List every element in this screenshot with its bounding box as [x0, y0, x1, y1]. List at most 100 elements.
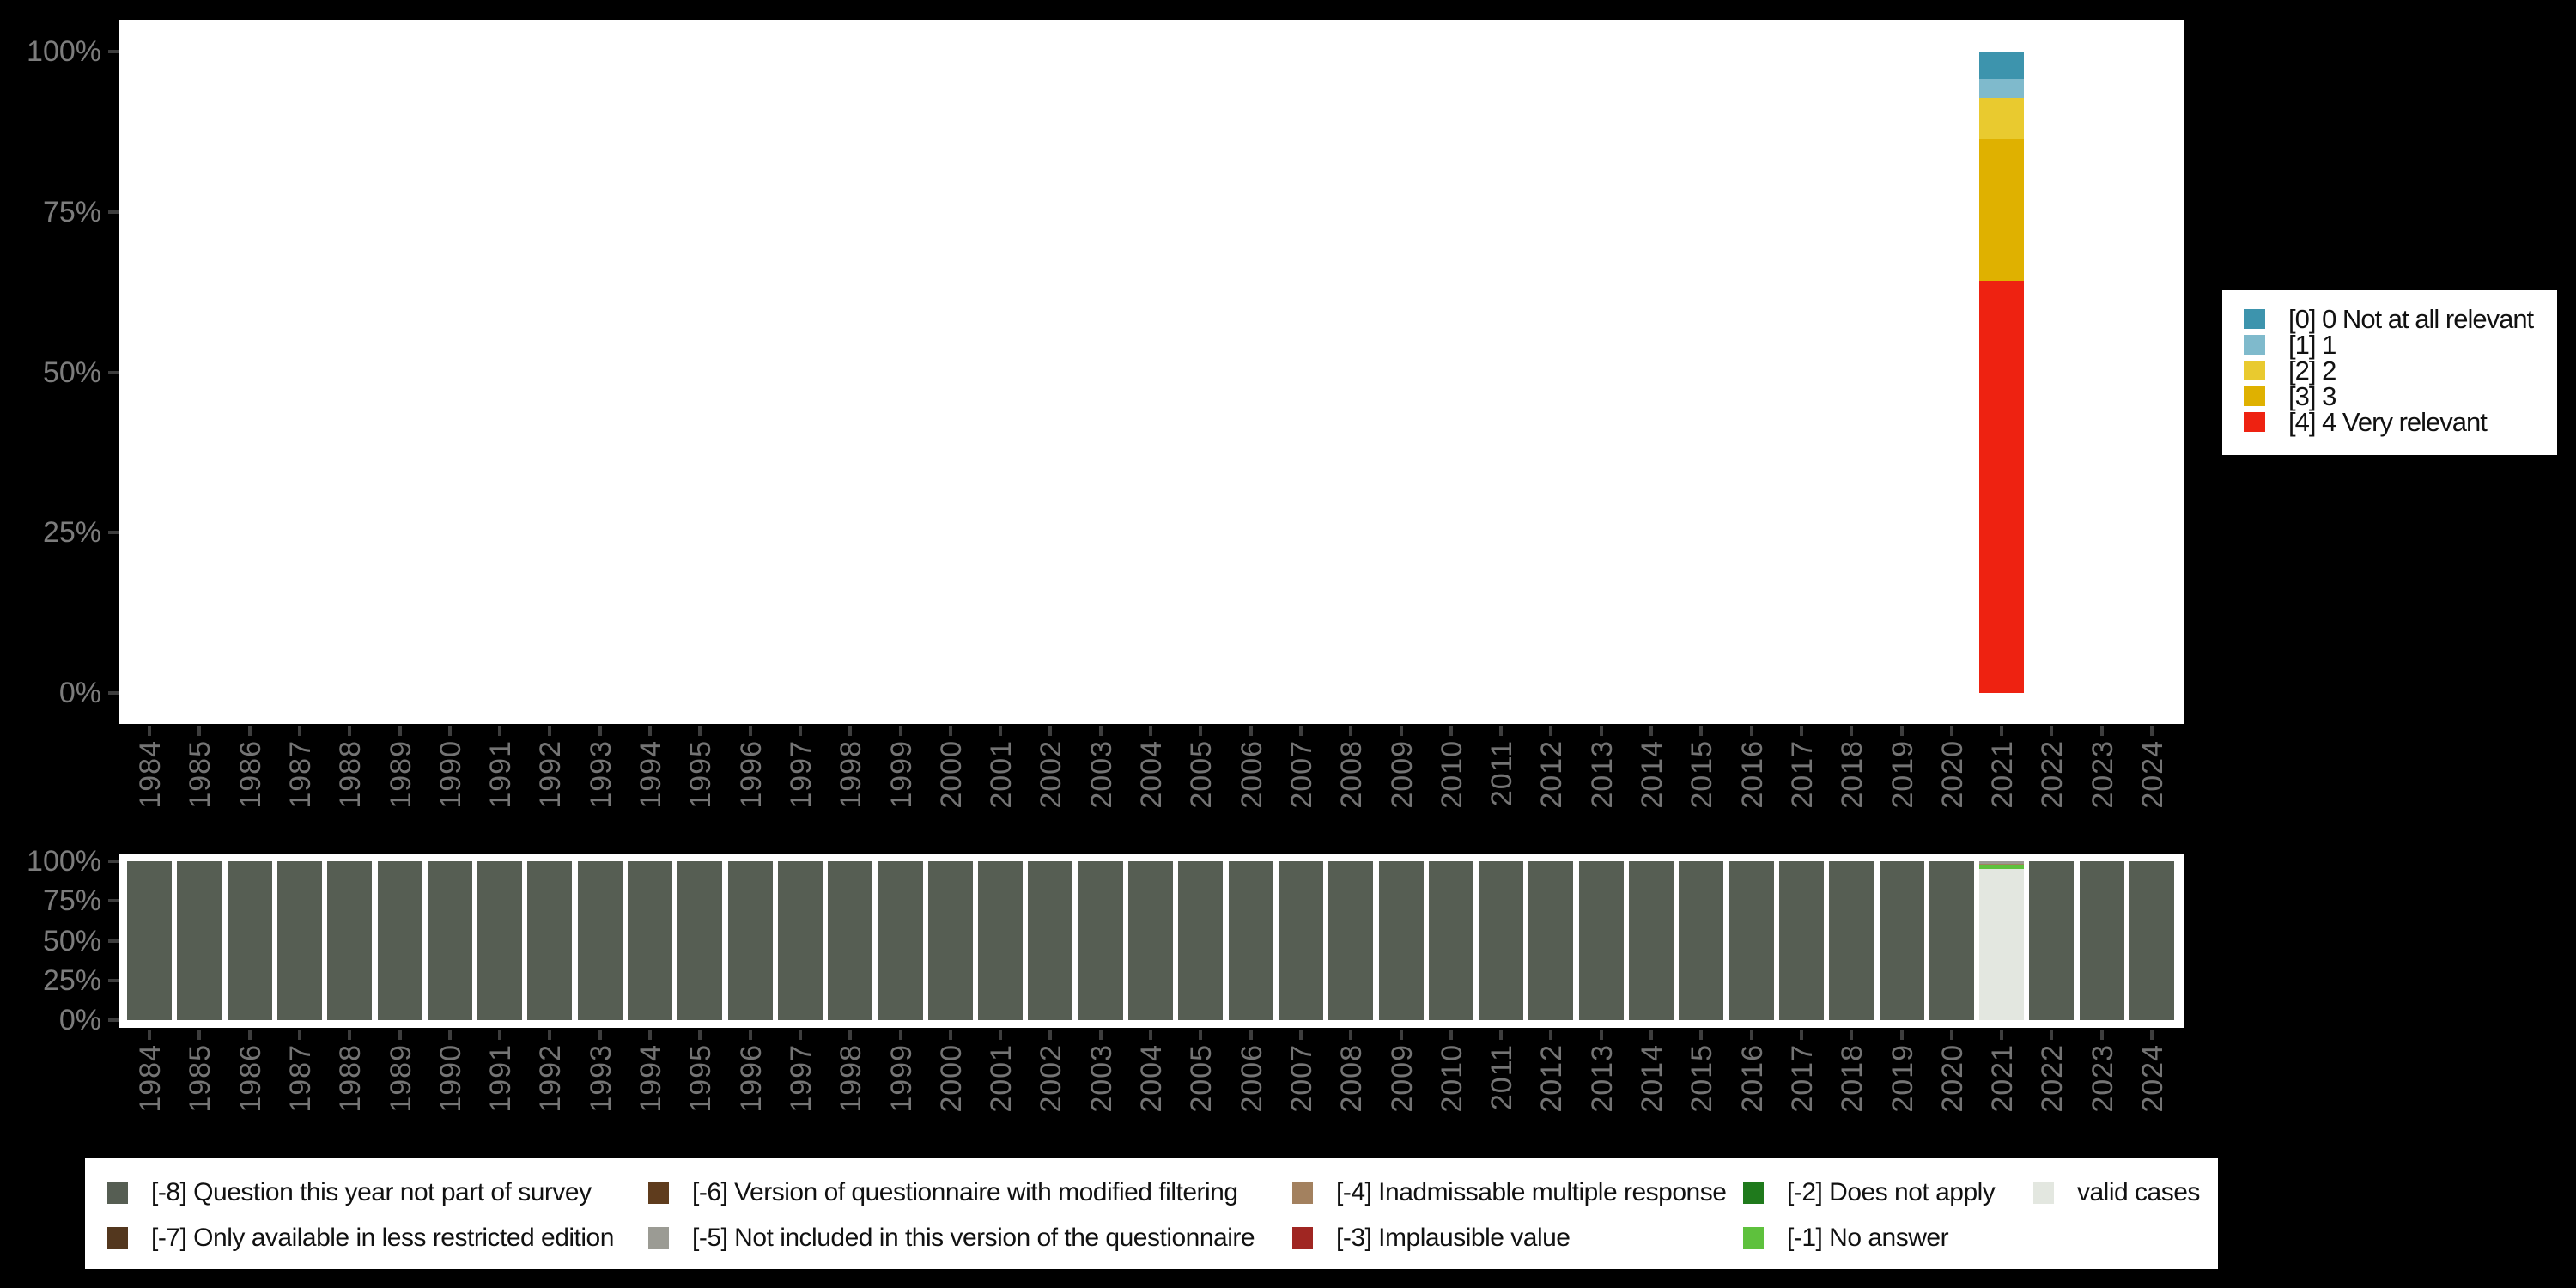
legend-item-minus6: [-6] Version of questionnaire with modif… [648, 1180, 1238, 1206]
x-axis-tick-mark [247, 726, 252, 736]
x-axis-year-label: 1991 [484, 740, 518, 809]
bar-segment-m8-1986 [227, 861, 272, 1021]
bar-segment-m8-2013 [1578, 861, 1624, 1021]
x-axis-tick-mark [2099, 726, 2104, 736]
bar-segment-v0-2021 [1979, 52, 2025, 80]
y-axis-tick-label: 50% [42, 355, 101, 389]
bar-segment-m8-1989 [377, 861, 422, 1021]
x-axis-year-label: 1993 [584, 1044, 617, 1113]
bar-segment-m4-2021 [1979, 863, 2025, 865]
bar-segment-m8-2000 [927, 861, 973, 1021]
bar-1997 [777, 861, 823, 1021]
x-axis-tick-mark [1399, 726, 1403, 736]
x-axis-year-label: 2006 [1235, 1044, 1268, 1113]
x-axis-year-label: 2015 [1686, 740, 1719, 809]
bar-2009 [1378, 861, 1424, 1021]
minus1-color-swatch [1743, 1227, 1764, 1249]
x-axis-year-label: 2001 [985, 1044, 1018, 1113]
x-axis-tick-mark [148, 1030, 151, 1040]
minus3-color-swatch [1292, 1227, 1313, 1249]
legend-item-v4: [4] 4 Very relevant [2244, 409, 2557, 435]
bar-segment-v1-2021 [1979, 79, 2025, 98]
bar-segment-m8-2003 [1078, 861, 1123, 1021]
x-axis-year-label: 2002 [1035, 1044, 1068, 1113]
bar-segment-m8-1988 [327, 861, 373, 1021]
bar-segment-m8-1984 [127, 861, 172, 1021]
x-axis-tick-mark [1799, 1030, 1803, 1040]
bar-1991 [477, 861, 523, 1021]
x-axis-tick-mark [1048, 726, 1053, 736]
y-axis-tick-label: 25% [42, 516, 101, 550]
x-axis-tick-mark [2050, 726, 2054, 736]
x-axis-tick-mark [1449, 726, 1453, 736]
x-axis-year-label: 1986 [234, 1044, 267, 1113]
x-axis-year-label: 2008 [1335, 1044, 1369, 1113]
x-axis-tick-mark [748, 726, 752, 736]
v2-color-swatch [2244, 361, 2265, 380]
x-axis-tick-mark [1349, 1030, 1353, 1040]
y-axis-tick-label: 75% [42, 884, 101, 918]
x-axis-year-label: 1988 [334, 740, 368, 809]
bar-segment-m8-2020 [1929, 861, 1974, 1021]
x-axis-tick-mark [1098, 726, 1103, 736]
bar-2018 [1829, 861, 1874, 1021]
bar-segment-m8-1995 [677, 861, 723, 1021]
bar-1986 [227, 861, 272, 1021]
y-axis-tick-label: 100% [27, 35, 101, 68]
x-axis-tick-mark [1599, 1030, 1603, 1040]
x-axis-tick-mark [1699, 1030, 1704, 1040]
legend-item-minus8: [-8] Question this year not part of surv… [107, 1180, 592, 1206]
bar-2006 [1228, 861, 1273, 1021]
x-axis-tick-mark [247, 1030, 252, 1040]
x-axis-year-label: 2003 [1084, 1044, 1118, 1113]
x-axis-tick-mark [1949, 726, 1953, 736]
bar-segment-m8-2007 [1278, 861, 1323, 1021]
bar-segment-m8-1996 [727, 861, 773, 1021]
x-axis-tick-mark [2150, 1030, 2154, 1040]
bar-2012 [1528, 861, 1574, 1021]
x-axis-year-label: 1985 [184, 1044, 217, 1113]
bar-2024 [2129, 861, 2174, 1021]
bar-segment-m1-2021 [1979, 865, 2025, 869]
x-axis-tick-mark [848, 1030, 853, 1040]
x-axis-year-label: 1991 [484, 1044, 518, 1113]
x-axis-year-label: 2017 [1785, 740, 1819, 809]
x-axis-year-label: 2005 [1185, 1044, 1218, 1113]
legend-item-v3: [3] 3 [2244, 383, 2557, 410]
bar-1989 [377, 861, 422, 1021]
x-axis-year-label: 2007 [1285, 740, 1318, 809]
bar-2003 [1078, 861, 1123, 1021]
bar-segment-m8-2010 [1428, 861, 1473, 1021]
legend-item-minus4: [-4] Inadmissable multiple response [1292, 1180, 1727, 1206]
x-axis-year-label: 2023 [2086, 1044, 2119, 1113]
y-axis-tick-label: 25% [42, 963, 101, 997]
bar-2001 [978, 861, 1024, 1021]
bar-segment-m8-2006 [1228, 861, 1273, 1021]
x-axis-tick-mark [2000, 1030, 2004, 1040]
bar-2020 [1929, 861, 1974, 1021]
x-axis-year-label: 2005 [1185, 740, 1218, 809]
x-axis-tick-mark [348, 1030, 352, 1040]
bar-segment-m8-2012 [1528, 861, 1574, 1021]
x-axis-year-label: 1996 [734, 740, 768, 809]
x-axis-year-label: 1992 [534, 740, 568, 809]
x-axis-year-label: 2004 [1135, 740, 1168, 809]
bar-2022 [2029, 861, 2075, 1021]
x-axis-tick-mark [1199, 1030, 1203, 1040]
x-axis-tick-mark [1298, 1030, 1303, 1040]
x-axis-tick-mark [798, 1030, 802, 1040]
x-axis-tick-mark [848, 726, 853, 736]
minus2-color-swatch [1743, 1182, 1764, 1204]
minus8-color-swatch [107, 1182, 128, 1204]
x-axis-year-label: 2021 [1986, 740, 2020, 809]
x-axis-tick-mark [1799, 726, 1803, 736]
bar-2010 [1428, 861, 1473, 1021]
x-axis-year-label: 2004 [1135, 1044, 1168, 1113]
x-axis-tick-mark [1499, 1030, 1504, 1040]
x-axis-year-label: 1992 [534, 1044, 568, 1113]
x-axis-year-label: 1987 [283, 740, 317, 809]
x-axis-year-label: 2009 [1385, 1044, 1419, 1113]
bar-segment-m8-1999 [878, 861, 923, 1021]
bar-segment-m8-2024 [2129, 861, 2174, 1021]
bar-segment-valid-2021 [1979, 868, 2025, 1021]
